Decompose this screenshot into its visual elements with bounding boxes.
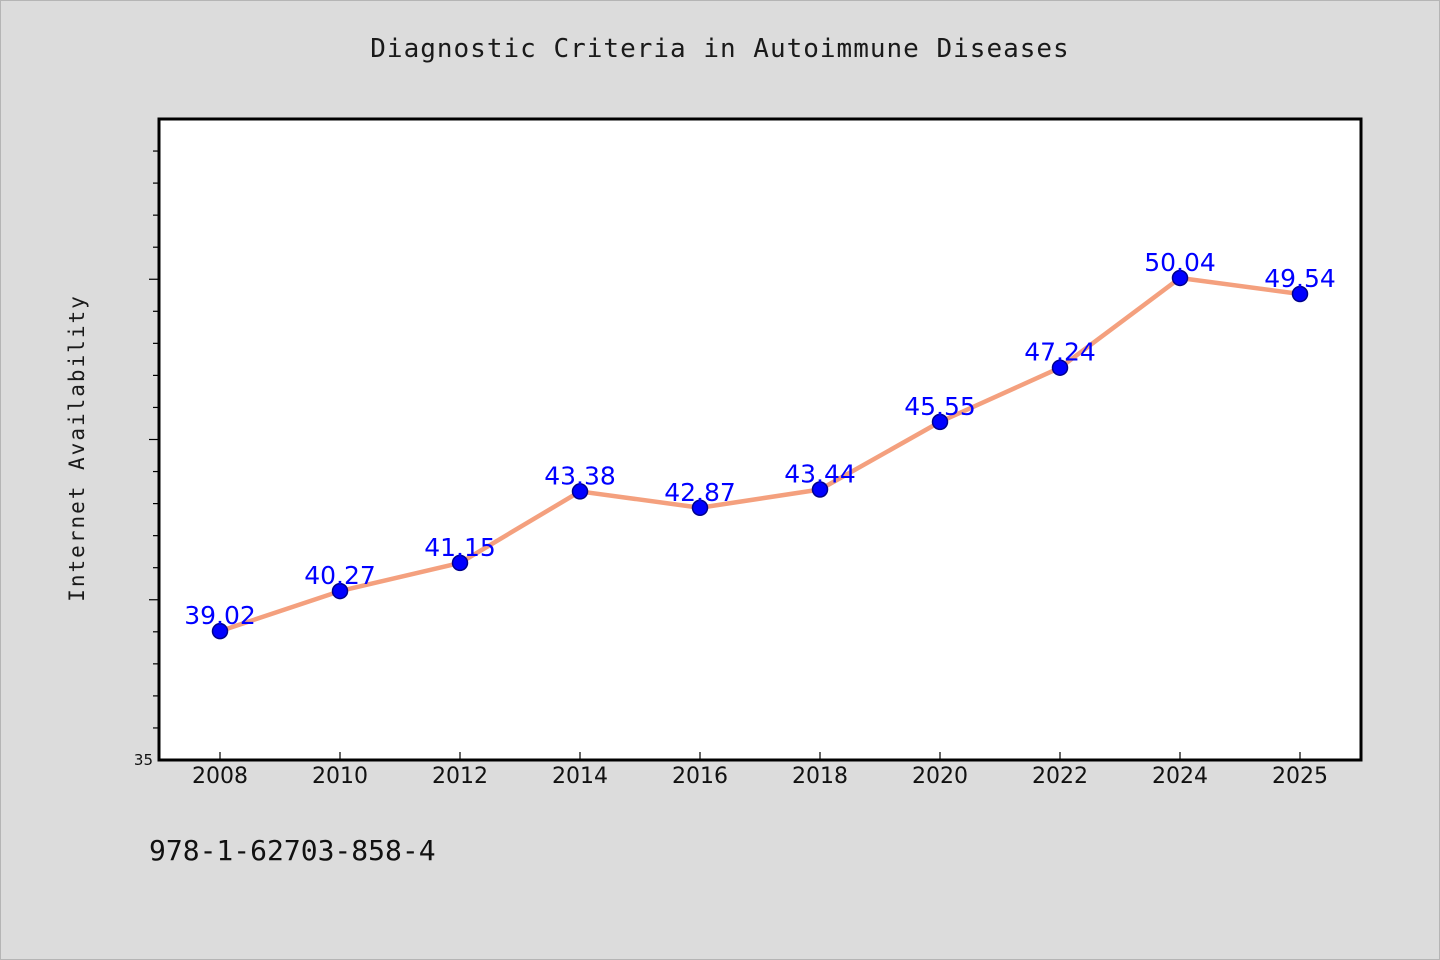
data-label: 40.27 [304,561,376,590]
data-label: 39.02 [184,601,256,630]
data-label: 45.55 [904,392,976,421]
data-point [931,413,949,431]
data-point [331,582,349,600]
x-tick-label: 2022 [1032,764,1088,789]
x-tick-label: 2016 [672,764,728,789]
x-tick-label: 2010 [312,764,368,789]
data-label: 43.44 [784,459,856,488]
x-tick-label: 2020 [912,764,968,789]
x-tick-label: 2014 [552,764,608,789]
data-point [811,481,829,498]
y-axis-ticks: 35 [134,150,159,769]
x-tick-label: 2008 [192,764,248,789]
data-point [1171,269,1189,287]
chart-title: Diagnostic Criteria in Autoimmune Diseas… [370,34,1070,64]
data-label-group: 39.02 40.27 41.15 43.38 42.87 43.44 45.55 47.24… [184,248,1336,630]
plot-area [157,117,1363,762]
x-axis-ticks: 2008 2010 2012 2014 2016 2018 2020 2022 2024 2025 [192,752,1328,789]
x-tick-label: 2024 [1152,764,1208,789]
data-label: 50.04 [1144,248,1216,277]
data-point [211,622,229,640]
data-point [1291,285,1309,303]
x-tick-label: 2018 [792,764,848,789]
marker-group [211,269,1309,640]
x-tick-label: 2025 [1272,764,1328,789]
data-label: 49.54 [1264,264,1336,293]
data-point [691,499,709,517]
footer-code: 978-1-62703-858-4 [149,834,436,867]
data-label: 42.87 [664,478,736,507]
series-line [217,275,1303,634]
series-line-group [217,275,1303,634]
data-label: 43.38 [544,461,616,490]
y-tick-label: 35 [134,751,153,769]
data-point [1051,359,1069,376]
data-point [571,483,589,500]
data-label: 47.24 [1024,338,1096,367]
x-tick-label: 2012 [432,764,488,789]
data-point [451,554,469,572]
data-label: 41.15 [424,533,496,562]
